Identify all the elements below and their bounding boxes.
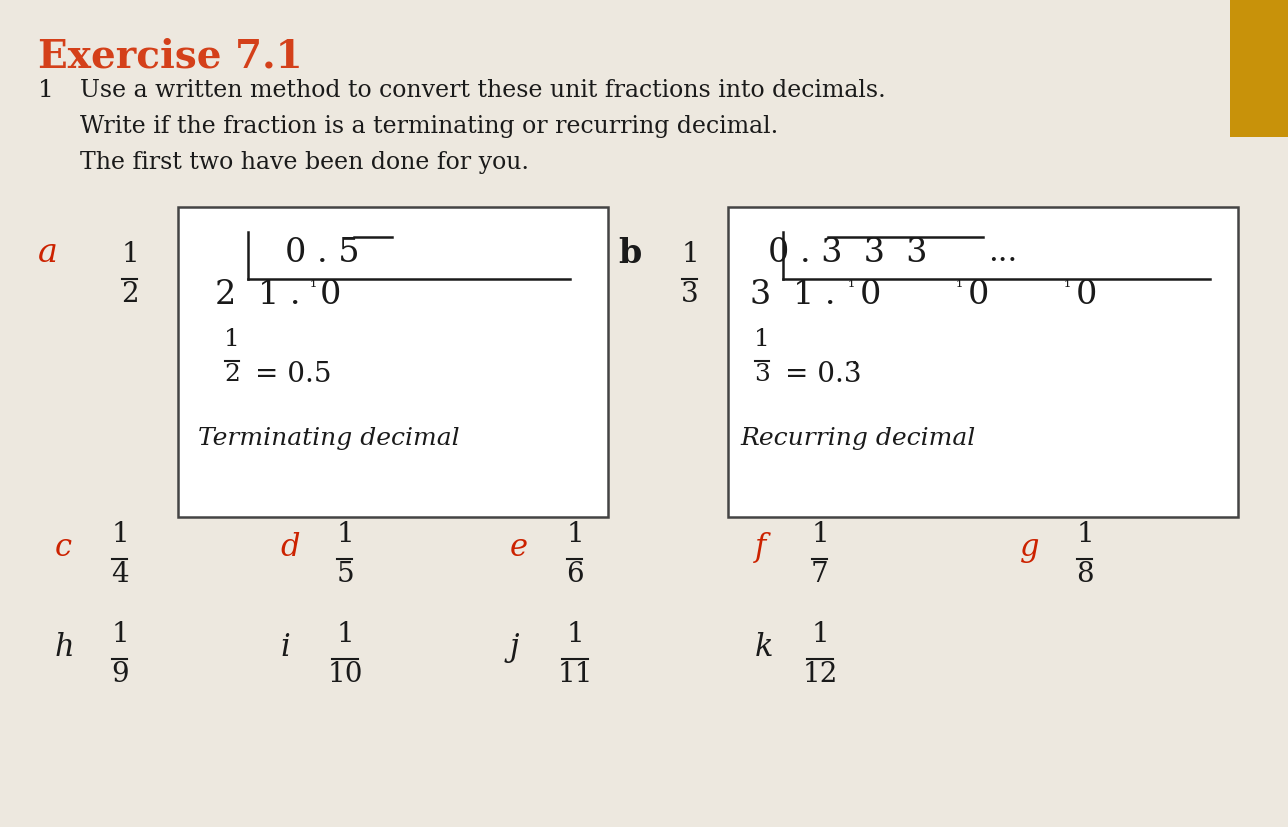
Bar xyxy=(1230,0,1288,137)
Text: 1: 1 xyxy=(121,241,139,268)
Text: ¹: ¹ xyxy=(310,279,317,297)
Text: f: f xyxy=(755,532,766,563)
Text: 6: 6 xyxy=(567,561,583,588)
Text: The first two have been done for you.: The first two have been done for you. xyxy=(80,151,529,174)
Text: 0: 0 xyxy=(1075,279,1097,311)
Text: 10: 10 xyxy=(327,661,363,688)
Text: c: c xyxy=(55,532,72,563)
Text: d: d xyxy=(279,532,300,563)
Text: 1: 1 xyxy=(111,621,129,648)
Text: = 0.5: = 0.5 xyxy=(255,361,331,388)
Text: ¹: ¹ xyxy=(848,279,855,297)
Text: ...: ... xyxy=(988,237,1018,268)
Text: 2: 2 xyxy=(224,363,240,386)
Text: 2: 2 xyxy=(215,279,236,311)
Text: h: h xyxy=(55,632,75,663)
Text: 1: 1 xyxy=(567,521,583,548)
Text: Exercise 7.1: Exercise 7.1 xyxy=(39,37,303,75)
Text: 1: 1 xyxy=(681,241,699,268)
Text: Write if the fraction is a terminating or recurring decimal.: Write if the fraction is a terminating o… xyxy=(80,115,778,138)
Text: ¹: ¹ xyxy=(1064,279,1072,297)
Text: a: a xyxy=(39,237,58,269)
Text: j: j xyxy=(510,632,519,663)
Text: 12: 12 xyxy=(802,661,837,688)
Text: 3: 3 xyxy=(753,363,770,386)
Text: k: k xyxy=(755,632,774,663)
Text: 1: 1 xyxy=(1077,521,1094,548)
Text: 5: 5 xyxy=(336,561,354,588)
Text: 7: 7 xyxy=(811,561,829,588)
Text: 1: 1 xyxy=(336,621,354,648)
Text: ¹: ¹ xyxy=(956,279,963,297)
Text: 1: 1 xyxy=(755,328,770,351)
Text: 1 .: 1 . xyxy=(793,279,836,311)
Text: 1: 1 xyxy=(336,521,354,548)
Text: Terminating decimal: Terminating decimal xyxy=(198,427,460,450)
Text: 0 . 5: 0 . 5 xyxy=(285,237,359,269)
Text: 3: 3 xyxy=(750,279,772,311)
Text: 1: 1 xyxy=(111,521,129,548)
Bar xyxy=(728,207,1238,517)
Text: 0: 0 xyxy=(319,279,341,311)
Text: i: i xyxy=(279,632,290,663)
Text: 1: 1 xyxy=(811,521,829,548)
Text: 11: 11 xyxy=(558,661,592,688)
Text: 1: 1 xyxy=(567,621,583,648)
Text: 0: 0 xyxy=(969,279,989,311)
Text: Use a written method to convert these unit fractions into decimals.: Use a written method to convert these un… xyxy=(80,79,886,102)
Text: b: b xyxy=(618,237,641,270)
Text: 1: 1 xyxy=(39,79,54,102)
Bar xyxy=(178,207,608,517)
Text: 0 . 3  3  3: 0 . 3 3 3 xyxy=(768,237,927,269)
Text: 1: 1 xyxy=(811,621,829,648)
Text: 8: 8 xyxy=(1077,561,1094,588)
Text: 1 .: 1 . xyxy=(258,279,300,311)
Text: 2: 2 xyxy=(121,281,139,308)
Text: 4: 4 xyxy=(111,561,129,588)
Text: e: e xyxy=(510,532,528,563)
Text: 0: 0 xyxy=(860,279,881,311)
Text: 9: 9 xyxy=(111,661,129,688)
Text: g: g xyxy=(1020,532,1039,563)
Text: Recurring decimal: Recurring decimal xyxy=(741,427,975,450)
Text: = 0.3̇: = 0.3̇ xyxy=(784,361,862,388)
Text: 3: 3 xyxy=(681,281,699,308)
Text: 1: 1 xyxy=(224,328,240,351)
